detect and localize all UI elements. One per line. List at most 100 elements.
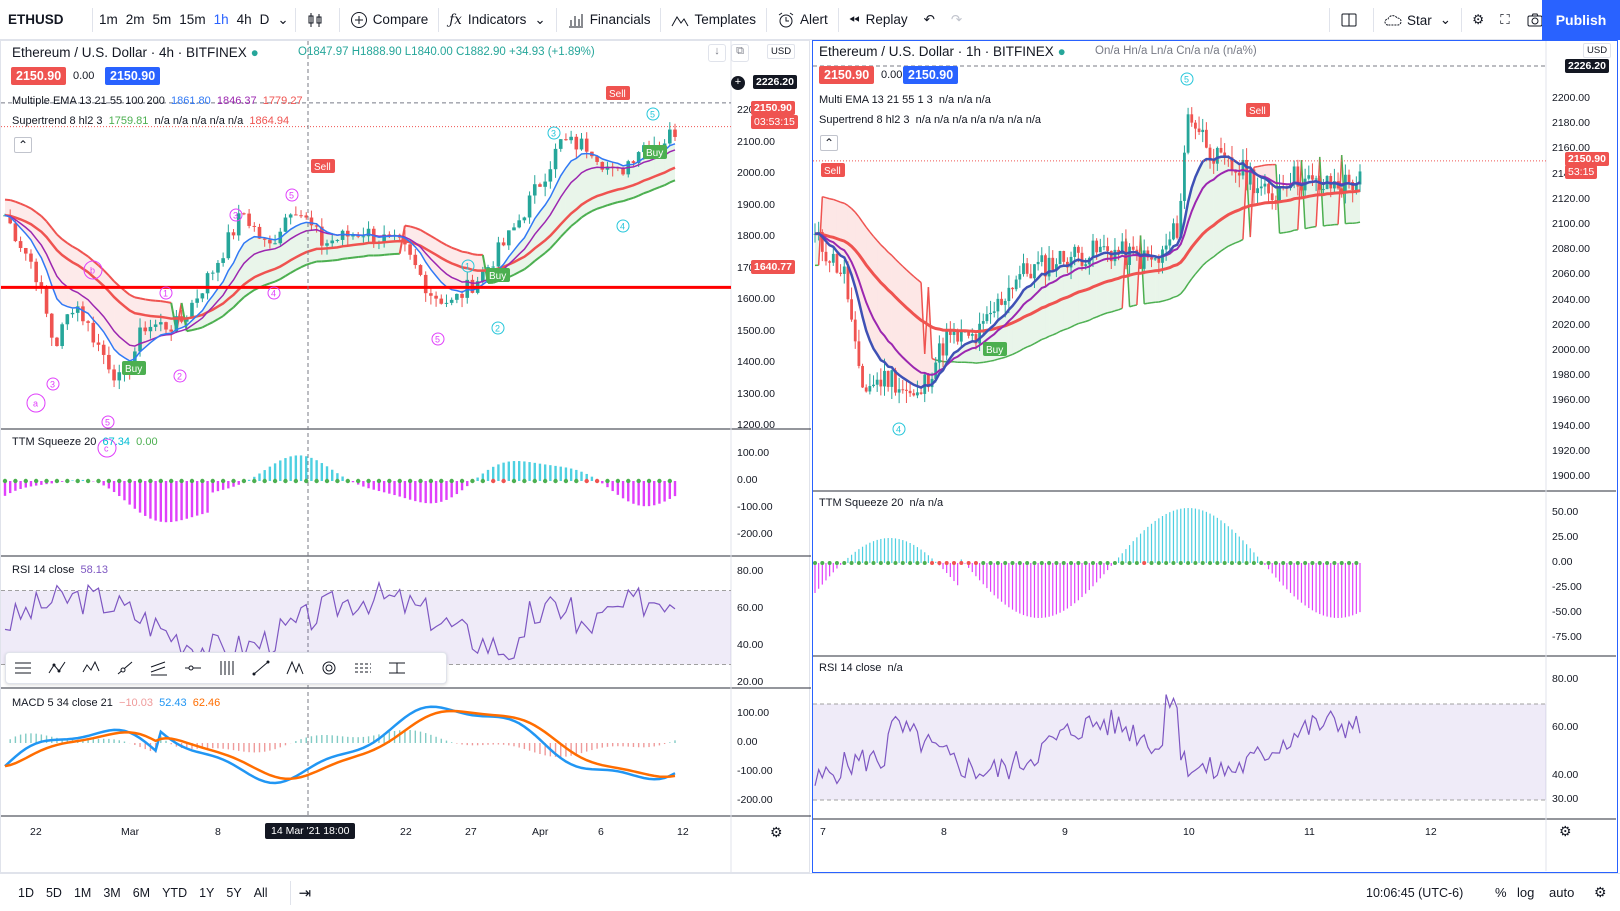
- interval-2m[interactable]: 2m: [125, 12, 145, 27]
- supertrend-line: [165, 300, 172, 304]
- undo-icon[interactable]: ↶: [923, 11, 935, 27]
- horizontal-ray-icon[interactable]: [176, 654, 210, 682]
- gear-icon[interactable]: ⚙: [1472, 12, 1485, 27]
- range-1m[interactable]: 1M: [73, 885, 92, 900]
- left-bid-price[interactable]: 2150.90: [11, 67, 67, 85]
- left-supertrend-legend[interactable]: Supertrend 8 hl2 3 1759.81 n/a n/a n/a n…: [12, 115, 290, 127]
- settings-gear-icon[interactable]: ⚙: [1594, 884, 1607, 900]
- fullscreen-icon[interactable]: ⛶: [1500, 12, 1510, 27]
- star-button[interactable]: Star ⌄: [1376, 0, 1459, 40]
- right-symbol-title[interactable]: Ethereum / U.S. Dollar · 1h · BITFINEX ●: [819, 44, 1066, 59]
- candle-body: [1036, 261, 1040, 265]
- symbol-search[interactable]: ETHUSD: [0, 0, 90, 40]
- currency-label[interactable]: USD: [767, 44, 796, 59]
- chart-settings-gear-icon[interactable]: ⚙: [1559, 823, 1572, 839]
- camera-icon[interactable]: [1518, 0, 1557, 40]
- range-1y[interactable]: 1Y: [199, 885, 215, 900]
- supertrend-line: [4, 198, 11, 202]
- chart-settings-gear-icon[interactable]: ⚙: [770, 824, 783, 840]
- squeeze-dot: [355, 478, 361, 484]
- squeeze-dot: [594, 478, 600, 484]
- left-ask-price[interactable]: 2150.90: [105, 67, 161, 85]
- supertrend-line: [108, 274, 115, 282]
- squeeze-dot: [1288, 561, 1293, 565]
- left-ema-legend[interactable]: Multiple EMA 13 21 55 100 200 1861.80 18…: [12, 95, 303, 107]
- chevron-down-icon[interactable]: ⌄: [277, 11, 289, 27]
- spiral-tool-icon[interactable]: [312, 654, 346, 682]
- scroll-down-icon[interactable]: ↓: [708, 44, 726, 62]
- pattern-tool-icon[interactable]: [40, 654, 74, 682]
- compare-button[interactable]: Compare: [342, 0, 437, 40]
- replay-button[interactable]: ⏪︎ Replay: [848, 11, 908, 28]
- range-5y[interactable]: 5Y: [226, 885, 242, 900]
- interval-D[interactable]: D: [259, 12, 270, 27]
- squeeze-dot: [995, 561, 1000, 565]
- log-toggle[interactable]: log: [1517, 885, 1535, 900]
- interval-4h[interactable]: 4h: [236, 12, 252, 27]
- range-1d[interactable]: 1D: [18, 885, 34, 900]
- right-chart-canvas[interactable]: Sell Sell Buy 5 4: [813, 41, 1616, 871]
- rsi-legend[interactable]: RSI 14 close 58.13: [12, 564, 109, 576]
- right-supertrend-legend[interactable]: Supertrend 8 hl2 3 n/a n/a n/a n/a n/a n…: [819, 114, 1042, 126]
- macd-legend[interactable]: MACD 5 34 close 21 −10.03 52.43 62.46: [12, 697, 221, 709]
- xabcd-tool-icon[interactable]: [278, 654, 312, 682]
- right-bid-price[interactable]: 2150.90: [819, 66, 875, 84]
- goto-date-icon[interactable]: ⇥: [298, 884, 312, 902]
- supertrend-line: [284, 271, 292, 277]
- publish-button[interactable]: Publish: [1542, 0, 1620, 40]
- interval-1m[interactable]: 1m: [99, 12, 118, 27]
- add-alert-icon[interactable]: +: [731, 76, 745, 90]
- left-symbol-title[interactable]: Ethereum / U.S. Dollar · 4h · BITFINEX ●: [12, 45, 259, 60]
- indicators-button[interactable]: ƒx Indicators ⌄: [449, 11, 546, 28]
- redo-icon[interactable]: ↷: [950, 11, 963, 27]
- chart-pane-right[interactable]: Sell Sell Buy 5 4 Ethereum / U.S. Dollar · 1…: [812, 40, 1618, 873]
- fib-tool-icon[interactable]: [210, 654, 244, 682]
- templates-button[interactable]: Templates: [663, 0, 764, 40]
- squeeze-dot: [210, 478, 215, 484]
- currency-label[interactable]: USD: [1583, 43, 1612, 58]
- collapse-legend-icon[interactable]: ⌃: [14, 137, 32, 153]
- channel-tool-icon[interactable]: [142, 654, 176, 682]
- supertrend-fill: [910, 273, 914, 385]
- financials-button[interactable]: Financials: [559, 0, 659, 40]
- ttm-legend[interactable]: TTM Squeeze 20 n/a n/a: [819, 497, 944, 509]
- supertrend-line: [518, 268, 525, 273]
- range-6m[interactable]: 6M: [132, 885, 151, 900]
- wave-tool-icon[interactable]: [74, 654, 108, 682]
- trendline-tool-icon[interactable]: [244, 654, 278, 682]
- squeeze-dot: [304, 478, 309, 484]
- percent-toggle[interactable]: %: [1495, 885, 1507, 900]
- range-ytd[interactable]: YTD: [162, 885, 188, 900]
- squeeze-dot: [646, 478, 652, 484]
- maximize-icon[interactable]: ⧉: [731, 44, 749, 62]
- right-ask-price[interactable]: 2150.90: [903, 66, 959, 84]
- range-3m[interactable]: 3M: [103, 885, 121, 900]
- supertrend-line: [456, 248, 463, 253]
- interval-5m[interactable]: 5m: [152, 12, 172, 27]
- supertrend-fill: [1158, 256, 1163, 302]
- auto-toggle[interactable]: auto: [1549, 885, 1575, 900]
- alert-button[interactable]: Alert: [769, 0, 836, 40]
- range-tool-icon[interactable]: [380, 654, 414, 682]
- range-5d[interactable]: 5D: [45, 885, 62, 900]
- clock[interactable]: 10:06:45 (UTC-6): [1366, 886, 1464, 900]
- layout-icon[interactable]: [1332, 0, 1371, 40]
- hlines-tool-icon[interactable]: [6, 654, 40, 682]
- squeeze-dot: [407, 478, 413, 484]
- candles-icon[interactable]: [298, 0, 337, 40]
- ttm-legend[interactable]: TTM Squeeze 20 67.34 0.00: [12, 436, 158, 448]
- chart-pane-left[interactable]: Sell Sell Buy Buy Buy a c b 5 3 1 2 3 5 4 1 2 3 4 5 5 Ethere…: [0, 40, 811, 874]
- collapse-legend-icon[interactable]: ⌃: [820, 135, 838, 151]
- regression-tool-icon[interactable]: [346, 654, 380, 682]
- candle-body: [496, 242, 501, 267]
- range-all[interactable]: All: [253, 885, 268, 900]
- rsi-legend[interactable]: RSI 14 close n/a: [819, 662, 903, 674]
- right-ema-legend[interactable]: Multi EMA 13 21 55 1 3 n/a n/a n/a: [819, 94, 991, 106]
- interval-1h[interactable]: 1h: [213, 12, 229, 27]
- squeeze-dot: [1142, 561, 1147, 565]
- interval-15m[interactable]: 15m: [179, 12, 206, 27]
- candle-body: [1274, 200, 1278, 202]
- trendline-angle-icon[interactable]: [108, 654, 142, 682]
- supertrend-fill: [1239, 163, 1243, 242]
